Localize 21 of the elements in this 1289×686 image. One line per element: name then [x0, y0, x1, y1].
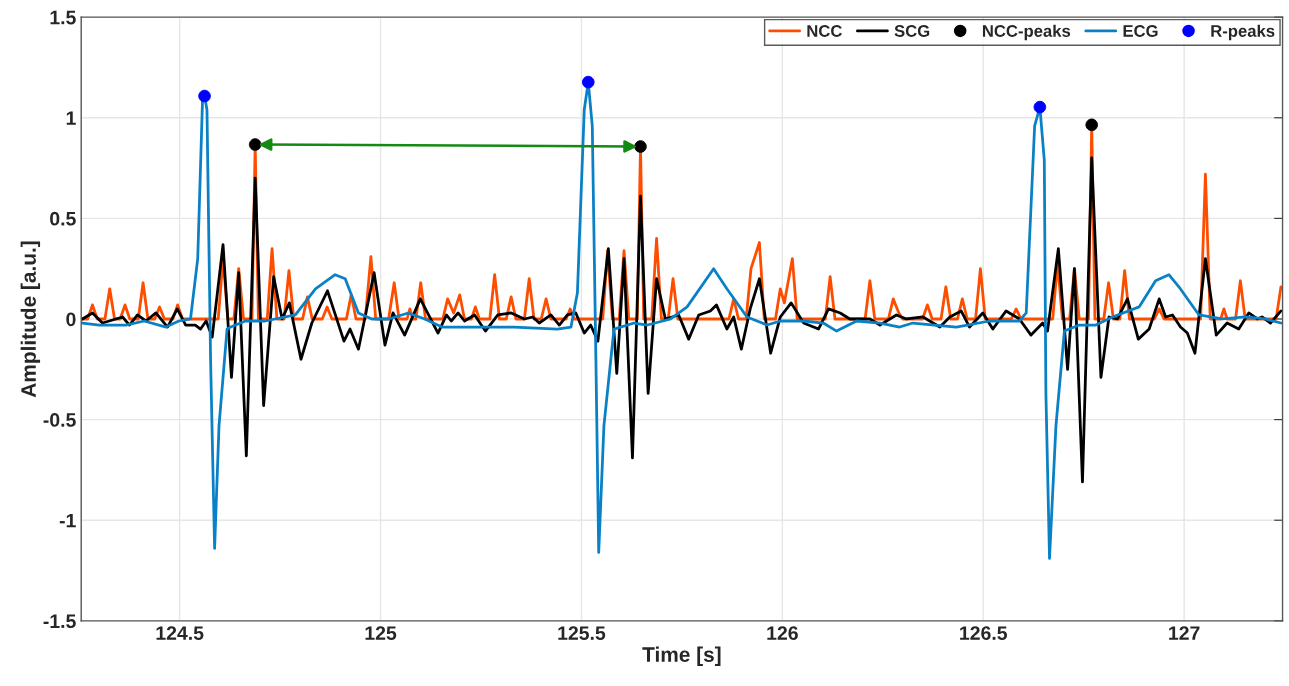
- x-tick-label: 124.5: [156, 626, 204, 640]
- y-tick-label: 1: [66, 111, 76, 125]
- y-tick-label: -1.5: [43, 614, 76, 629]
- legend-label: SCG: [894, 25, 930, 37]
- legend-label: NCC-peaks: [982, 24, 1071, 41]
- x-axis-title: Time [s]: [642, 646, 721, 667]
- y-tick-label: 0: [66, 312, 76, 327]
- y-axis-title: Amplitude [a.u.]: [20, 241, 41, 398]
- x-tick-label: 125: [365, 626, 397, 640]
- legend-label: R-peaks: [1211, 24, 1275, 41]
- x-tick-label: 126: [767, 626, 798, 640]
- x-tick-label: 126.5: [960, 626, 1008, 640]
- x-tick-label: 127: [1169, 626, 1200, 640]
- legend-label: NCC: [807, 25, 842, 37]
- y-tick-label: -0.5: [43, 413, 76, 427]
- y-tick-label: 1.5: [50, 10, 76, 25]
- x-tick-label: 125.5: [558, 626, 606, 640]
- legend-label: ECG: [1123, 25, 1158, 37]
- y-tick-label: 0.5: [50, 211, 76, 226]
- line-series: [81, 156, 1283, 484]
- y-tick-label: -1: [59, 513, 76, 528]
